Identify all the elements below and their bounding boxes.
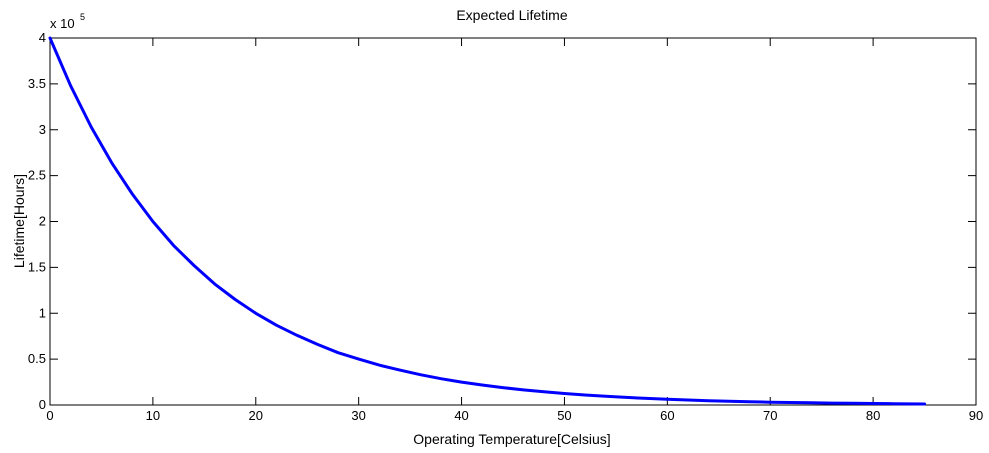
y-tick-label: 1.5 [28,259,46,274]
y-tick-label: 4 [39,30,46,45]
x-tick-label: 70 [763,408,777,423]
x-tick-label: 0 [46,408,53,423]
x-tick-label: 10 [146,408,160,423]
x-tick-label: 40 [454,408,468,423]
lifetime-series-line [48,36,927,406]
x-axis-label: Operating Temperature[Celsius] [413,431,610,447]
y-tick-label: 0.5 [28,351,46,366]
y-tick-label: 2.5 [28,168,46,183]
x-tick-label: 30 [351,408,365,423]
chart-title: Expected Lifetime [456,7,567,23]
x-tick-label: 50 [557,408,571,423]
x-tick-label: 20 [249,408,263,423]
y-axis-multiplier-exponent: 5 [80,12,85,22]
y-tick-label: 3 [39,122,46,137]
y-tick-label: 1 [39,305,46,320]
x-tick-label: 90 [969,408,983,423]
axes-box [49,37,977,406]
y-tick-label: 3.5 [28,76,46,91]
y-axis-label: Lifetime[Hours] [11,174,27,268]
y-axis-multiplier: x 10 [50,16,75,31]
x-tick-label: 80 [866,408,880,423]
y-tick-label: 0 [39,397,46,412]
x-tick-label: 60 [660,408,674,423]
y-tick-label: 2 [39,214,46,229]
plot-area: 0 10 20 30 40 50 60 70 80 90 0 0.5 1 1.5 2 2.5 3 3.5 4 [28,30,983,423]
